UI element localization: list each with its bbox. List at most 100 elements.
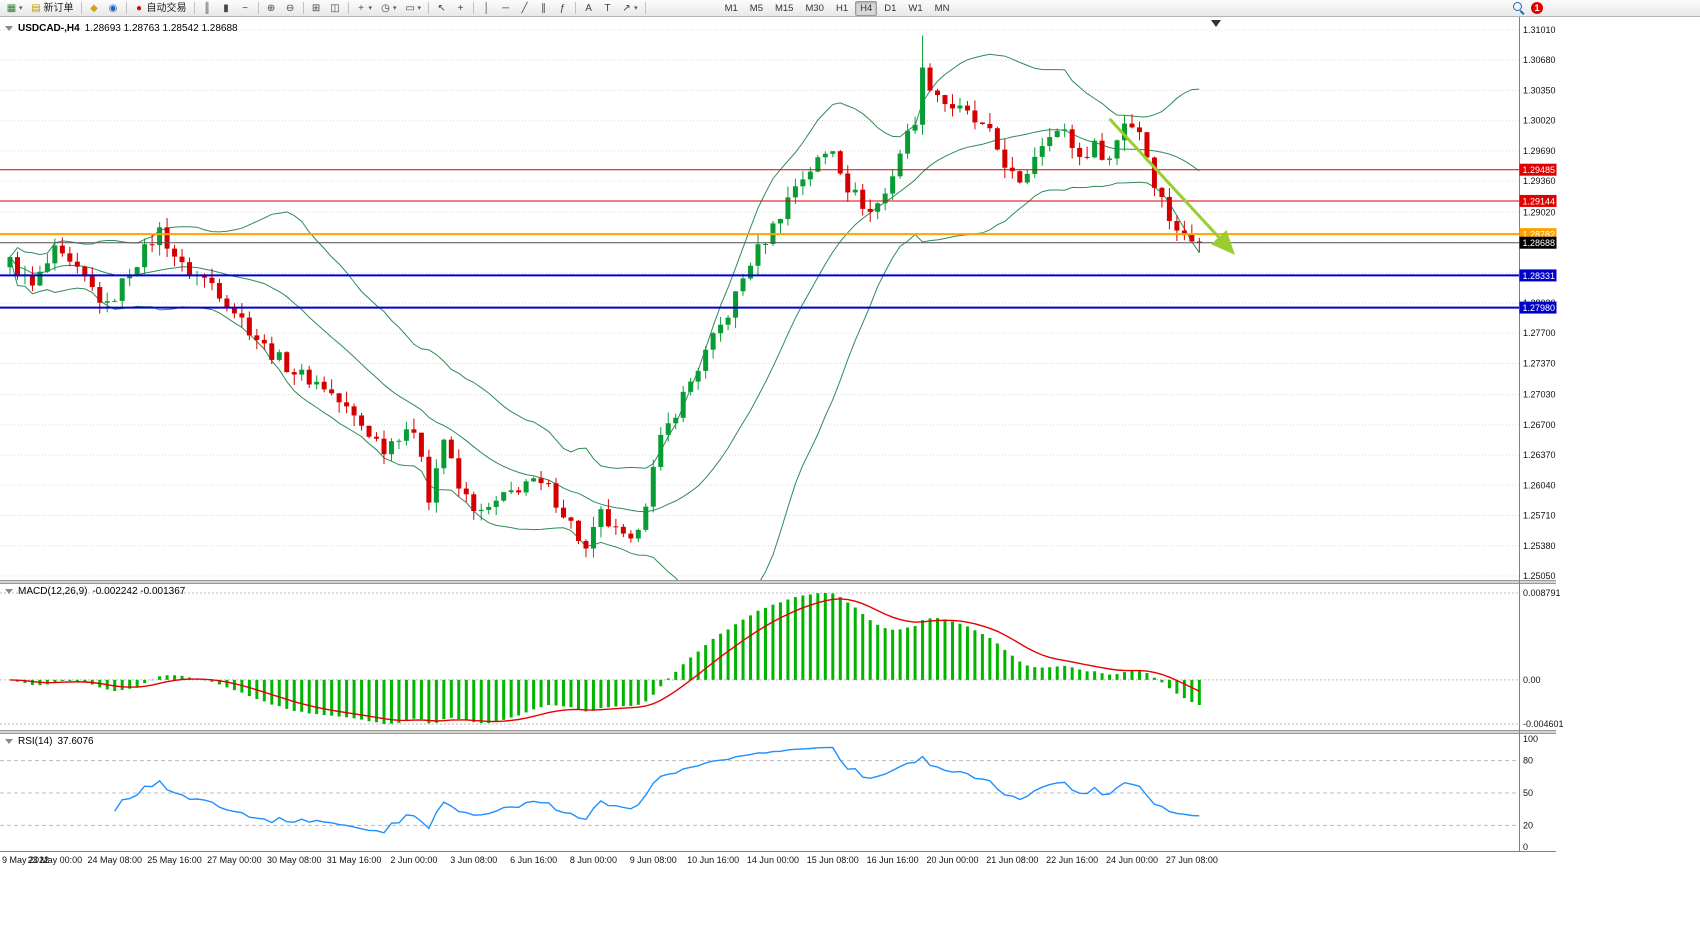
rsi-line [114, 746, 1200, 834]
new-chart-button[interactable]: ▦ ▾ [2, 1, 27, 16]
zoom-in-button[interactable]: ⊕ [262, 1, 281, 16]
search-icon[interactable] [1513, 2, 1525, 14]
arrows-button[interactable]: ↗ ▾ [617, 1, 642, 16]
cascade-windows-button[interactable]: ◫ [326, 1, 345, 16]
profiles-button[interactable]: ◉ [104, 1, 123, 16]
new-order-label: 新订单 [43, 2, 74, 14]
svg-text:24 Jun 00:00: 24 Jun 00:00 [1106, 855, 1158, 865]
chart-canvas[interactable]: 1.31010 1.30680 1.30350 1.30020 1.29690 1.293… [0, 17, 1700, 942]
horizontal-lines [0, 169, 1519, 309]
collapse-triangle-icon[interactable] [5, 589, 13, 594]
text-button[interactable]: A [579, 1, 598, 16]
svg-text:1.29020: 1.29020 [1523, 207, 1556, 217]
cursor-icon: ↖ [437, 2, 446, 14]
price-tag-1.29485: 1.29485 [1519, 163, 1557, 176]
market-watch-button[interactable]: ◆ [85, 1, 104, 16]
bar-chart-button[interactable]: ║ [198, 1, 217, 16]
notification-badge[interactable]: 1 [1531, 2, 1543, 14]
svg-text:1.27700: 1.27700 [1523, 328, 1556, 338]
timeframe-m5-button[interactable]: M5 [749, 2, 763, 14]
fibonacci-button[interactable]: ƒ [553, 1, 572, 16]
tile-windows-icon: ⊞ [311, 2, 321, 14]
trendline-button[interactable]: ╱ [515, 1, 534, 16]
svg-text:9 May 2022: 9 May 2022 [2, 855, 49, 865]
svg-text:50: 50 [1523, 788, 1533, 798]
new-order-button[interactable]: ▤ 新订单 [27, 1, 78, 16]
timeframe-m30-button[interactable]: M30 [805, 2, 824, 14]
svg-text:1.28782: 1.28782 [1523, 230, 1556, 240]
toolbar-buttons: ▦ ▾ ▤ 新订单 ◆ ◉ ● 自动交易 ║ ▮ ~ ⊕ ⊖ ⊞ ◫ + ▾ ◷ ▾ ▭ ▾ ↖ + │ ─ ╱ ∥ ƒ A T ↗ ▾ [2, 1, 649, 16]
svg-text:1.29690: 1.29690 [1523, 146, 1556, 156]
svg-text:8 Jun 00:00: 8 Jun 00:00 [570, 855, 617, 865]
profiles-icon: ◉ [108, 2, 118, 14]
macd-signal-line [9, 598, 1200, 723]
timeframe-m1-button[interactable]: M1 [724, 2, 738, 14]
panel-splitter[interactable] [0, 580, 1556, 584]
toolbar-separator [347, 2, 349, 14]
toolbar-separator [428, 2, 430, 14]
chart-shift-marker[interactable] [1211, 20, 1221, 27]
svg-text:1.26040: 1.26040 [1523, 480, 1556, 490]
svg-text:23 May 00:00: 23 May 00:00 [28, 855, 83, 865]
svg-text:1.25710: 1.25710 [1523, 511, 1556, 521]
chevron-down-icon: ▾ [634, 5, 638, 12]
cursor-button[interactable]: ↖ [432, 1, 451, 16]
indicators-button[interactable]: + ▾ [352, 1, 377, 16]
toolbar-separator [302, 2, 304, 14]
line-chart-button[interactable]: ~ [236, 1, 255, 16]
price-axis[interactable]: 1.31010 1.30680 1.30350 1.30020 1.29690 1.293… [1519, 17, 1564, 852]
crosshair-button[interactable]: + [451, 1, 470, 16]
svg-text:1.28688: 1.28688 [1523, 238, 1556, 248]
bollinger-lower-band [9, 181, 1200, 580]
timeframe-h4-button[interactable]: H4 [855, 0, 878, 16]
text-label-button[interactable]: T [598, 1, 617, 16]
chevron-down-icon: ▾ [368, 5, 373, 12]
price-tag-1.28688: 1.28688 [1519, 236, 1557, 249]
periods-button[interactable]: ◷ ▾ [376, 1, 401, 16]
templates-icon: ▭ [405, 2, 415, 14]
equidistant-channel-button[interactable]: ∥ [534, 1, 553, 16]
autotrading-label: 自动交易 [146, 2, 187, 14]
svg-text:1.27980: 1.27980 [1523, 303, 1556, 313]
svg-text:100: 100 [1523, 734, 1538, 744]
candlestick-chart-button[interactable]: ▮ [217, 1, 236, 16]
svg-text:-0.004601: -0.004601 [1523, 719, 1564, 729]
candlestick-chart-icon: ▮ [223, 2, 229, 14]
svg-text:1.26370: 1.26370 [1523, 450, 1556, 460]
svg-text:80: 80 [1523, 756, 1533, 766]
vertical-line-button[interactable]: │ [477, 1, 496, 16]
tile-windows-button[interactable]: ⊞ [307, 1, 326, 16]
timeframe-m15-button[interactable]: M15 [774, 2, 794, 14]
bollinger-upper-band [9, 53, 1200, 469]
svg-text:1.29360: 1.29360 [1523, 176, 1556, 186]
zoom-out-icon: ⊖ [285, 2, 295, 14]
collapse-triangle-icon[interactable] [5, 739, 13, 744]
toolbar-separator [193, 2, 195, 14]
horizontal-line-icon: ─ [502, 2, 510, 14]
toolbar-separator [125, 2, 127, 14]
panel-splitter[interactable] [0, 730, 1556, 734]
templates-button[interactable]: ▭ ▾ [401, 1, 426, 16]
svg-text:22 Jun 16:00: 22 Jun 16:00 [1046, 855, 1098, 865]
collapse-triangle-icon[interactable] [5, 26, 13, 31]
trend-arrow[interactable] [1108, 117, 1236, 255]
svg-text:10 Jun 16:00: 10 Jun 16:00 [687, 855, 739, 865]
vertical-line-icon: │ [483, 2, 490, 14]
timeframe-w1-button[interactable]: W1 [908, 2, 923, 14]
bollinger-middle-band [9, 129, 1200, 513]
svg-text:31 May 16:00: 31 May 16:00 [327, 855, 382, 865]
chart-window[interactable]: 1.31010 1.30680 1.30350 1.30020 1.29690 1.293… [0, 17, 1700, 942]
autotrading-button[interactable]: ● 自动交易 [130, 1, 191, 16]
zoom-out-button[interactable]: ⊖ [281, 1, 300, 16]
timeframe-h1-button[interactable]: H1 [835, 2, 849, 14]
timeframe-d1-button[interactable]: D1 [884, 2, 897, 14]
svg-text:27 May 00:00: 27 May 00:00 [207, 855, 262, 865]
bar-chart-icon: ║ [203, 2, 211, 14]
crosshair-icon: + [457, 2, 464, 14]
timeframe-mn-button[interactable]: MN [934, 2, 950, 14]
text-icon: A [585, 2, 592, 14]
toolbar-right: 1 [1513, 2, 1543, 14]
horizontal-line-button[interactable]: ─ [496, 1, 515, 16]
price-tags: 1.29485 1.29144 1.28782 1.28331 1.27980 1.286… [1519, 163, 1557, 314]
